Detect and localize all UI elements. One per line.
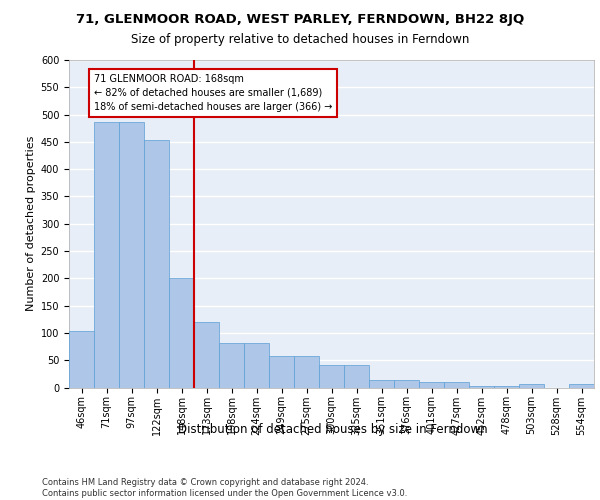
Bar	[569, 384, 594, 388]
Bar	[94, 122, 119, 388]
Bar	[394, 380, 419, 388]
Bar	[144, 140, 169, 388]
Bar	[494, 386, 519, 388]
Text: 71 GLENMOOR ROAD: 168sqm
← 82% of detached houses are smaller (1,689)
18% of sem: 71 GLENMOOR ROAD: 168sqm ← 82% of detach…	[94, 74, 332, 112]
Bar	[294, 356, 319, 388]
Bar	[69, 332, 94, 388]
Bar	[344, 365, 369, 388]
Bar	[469, 386, 494, 388]
Bar	[444, 382, 469, 388]
Bar	[419, 382, 444, 388]
Bar	[244, 342, 269, 388]
Bar	[319, 365, 344, 388]
Bar	[519, 384, 544, 388]
Text: Contains HM Land Registry data © Crown copyright and database right 2024.
Contai: Contains HM Land Registry data © Crown c…	[42, 478, 407, 498]
Bar	[169, 278, 194, 388]
Text: 71, GLENMOOR ROAD, WEST PARLEY, FERNDOWN, BH22 8JQ: 71, GLENMOOR ROAD, WEST PARLEY, FERNDOWN…	[76, 12, 524, 26]
Text: Size of property relative to detached houses in Ferndown: Size of property relative to detached ho…	[131, 32, 469, 46]
Bar	[369, 380, 394, 388]
Text: Distribution of detached houses by size in Ferndown: Distribution of detached houses by size …	[178, 422, 488, 436]
Y-axis label: Number of detached properties: Number of detached properties	[26, 136, 37, 312]
Bar	[119, 122, 144, 388]
Bar	[269, 356, 294, 388]
Bar	[194, 322, 219, 388]
Bar	[219, 342, 244, 388]
